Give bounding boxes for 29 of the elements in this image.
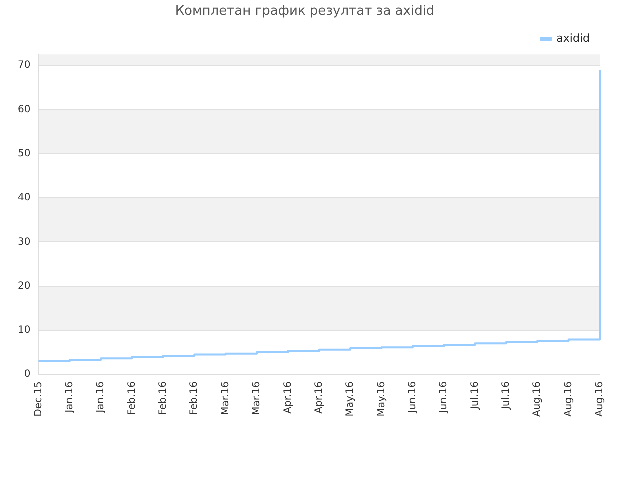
- x-tick-label: May.16: [345, 382, 356, 417]
- x-tick-label: Feb.16: [126, 382, 138, 416]
- x-tick-label: Jan.16: [64, 382, 76, 414]
- x-tick-label: Mar.16: [252, 382, 263, 416]
- x-tick-label: Aug.16: [594, 382, 606, 418]
- x-tick-label: Apr.16: [314, 382, 325, 414]
- y-tick-label: 20: [18, 280, 31, 292]
- x-tick-label: Jan.16: [96, 382, 107, 414]
- y-tick-label: 60: [18, 104, 31, 116]
- x-tick-label: Jul.16: [501, 382, 512, 411]
- x-tick-label: Apr.16: [282, 382, 294, 414]
- y-tick-label: 0: [24, 369, 31, 380]
- chart-title: Комплетан график резултат за axidid: [175, 4, 435, 20]
- y-tick-label: 40: [18, 192, 31, 204]
- legend-label: axidid: [556, 32, 590, 45]
- y-tick-label: 30: [18, 236, 31, 248]
- y-tick-label: 50: [18, 148, 31, 160]
- x-tick-label: Feb.16: [158, 382, 170, 416]
- x-tick-label: Aug.16: [532, 382, 544, 418]
- y-tick-label: 70: [18, 60, 31, 72]
- y-tick-label: 10: [18, 325, 31, 336]
- x-tick-label: Aug.16: [563, 382, 574, 418]
- x-tick-label: May.16: [376, 382, 388, 417]
- x-tick-label: Mar.16: [220, 382, 232, 416]
- x-tick-label: Jul.16: [470, 382, 481, 411]
- x-tick-label: Feb.16: [189, 382, 200, 416]
- x-tick-label: Jun.16: [408, 382, 418, 414]
- x-tick-label: Jun.16: [438, 382, 450, 414]
- x-tick-label: Dec.15: [33, 382, 44, 417]
